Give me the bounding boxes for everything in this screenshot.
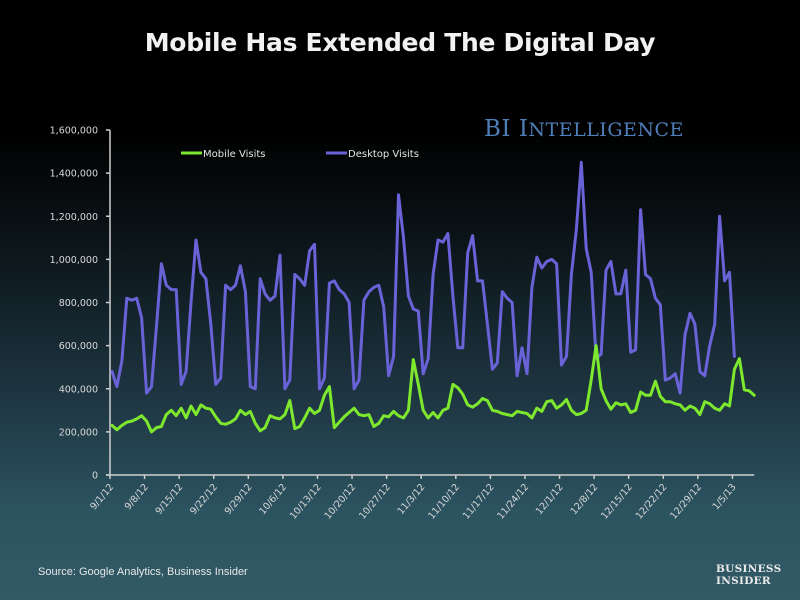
brand-second: INTELLIGENCE — [518, 116, 684, 142]
x-tick-label: 9/29/12 — [223, 482, 255, 517]
y-tick-label: 1,400,000 — [50, 169, 98, 180]
x-tick-label: 9/22/12 — [188, 482, 220, 517]
x-tick-label: 10/6/12 — [257, 482, 289, 517]
chart-title: Mobile Has Extended The Digital Day — [144, 28, 656, 57]
desktop-visits-line — [110, 160, 736, 395]
series-group — [110, 160, 756, 434]
brand-first: BI — [484, 116, 511, 142]
bi-intelligence-logo: BI INTELLIGENCE — [484, 116, 684, 142]
y-tick-label: 200,000 — [59, 427, 98, 438]
legend: Mobile Visits Desktop Visits — [181, 149, 419, 160]
x-tick-label: 11/10/12 — [426, 482, 462, 522]
x-tick-label: 11/24/12 — [495, 482, 531, 522]
x-tick-label: 9/15/12 — [153, 482, 185, 517]
logo-line2: Insider — [716, 575, 771, 587]
x-tick-label: 9/8/12 — [123, 482, 151, 512]
y-tick-label: 1,000,000 — [50, 255, 98, 266]
y-tick-label: 600,000 — [59, 341, 98, 352]
y-tick-label: 1,600,000 — [50, 126, 98, 137]
legend-label-desktop: Desktop Visits — [348, 149, 419, 160]
logo-line1: Business — [716, 563, 782, 575]
y-tick-label: 400,000 — [59, 384, 98, 395]
x-tick-label: 1/5/13 — [711, 482, 739, 512]
mobile-visits-line — [110, 344, 756, 434]
x-tick-label: 12/1/12 — [534, 482, 566, 517]
x-tick-label: 12/29/12 — [668, 482, 704, 522]
x-tick-label: 12/8/12 — [568, 482, 600, 517]
x-tick-label: 11/17/12 — [461, 482, 497, 522]
y-tick-label: 1,200,000 — [50, 212, 98, 223]
x-tick-label: 12/22/12 — [634, 482, 670, 522]
x-tick-label: 10/13/12 — [288, 482, 324, 522]
legend-label-mobile: Mobile Visits — [203, 149, 266, 160]
y-axis: 0 200,000 400,000 600,000 800,000 1,000,000 1,… — [50, 126, 111, 482]
x-tick-label: 11/3/12 — [396, 482, 428, 517]
x-tick-label: 10/27/12 — [357, 482, 393, 522]
y-tick-label: 800,000 — [59, 298, 98, 309]
y-tick-label: 0 — [92, 471, 98, 482]
source-note: Source: Google Analytics, Business Insid… — [38, 566, 248, 578]
x-axis: 9/1/12 9/8/12 9/15/12 9/22/12 9/29/12 10/6/12… — [88, 474, 755, 522]
x-tick-label: 12/15/12 — [599, 482, 635, 522]
x-tick-label: 9/1/12 — [88, 482, 116, 512]
business-insider-logo: Business Insider — [716, 563, 781, 587]
x-tick-label: 10/20/12 — [323, 482, 359, 522]
